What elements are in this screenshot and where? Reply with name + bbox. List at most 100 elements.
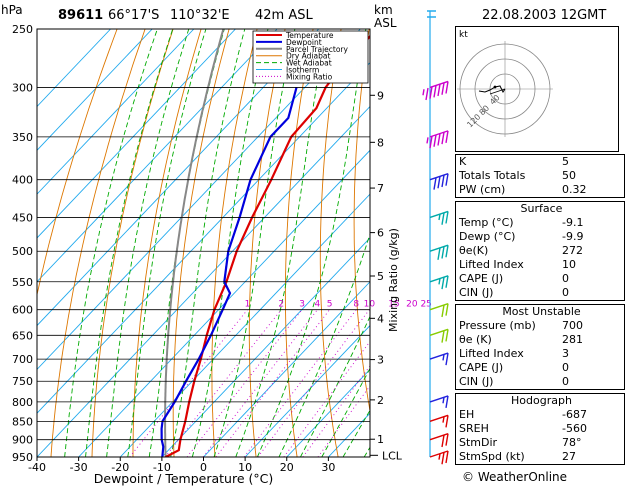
dry-adiabat-line (248, 29, 286, 457)
height-tick-label: 5 (377, 270, 384, 283)
surface-label: Temp (°C) (459, 216, 514, 229)
most-unstable-label: Lifted Index (459, 347, 524, 360)
pressure-tick-label: 300 (12, 81, 33, 94)
isotherm-line (37, 29, 320, 327)
legend-label: Dewpoint (286, 38, 322, 47)
most-unstable-row: Pressure (mb) 700 (456, 319, 625, 333)
hodograph-value: 78° (562, 436, 582, 449)
surface-value: -9.1 (562, 216, 584, 229)
wind-barb-feather (437, 176, 441, 189)
wind-barb-staff (429, 303, 449, 311)
wind-barb-staff (429, 328, 449, 337)
mixing-ratio-label: 8 (353, 300, 359, 310)
legend-label: Mixing Ratio (286, 72, 333, 81)
pressure-tick-label: 800 (12, 396, 33, 409)
most-unstable-value: 3 (562, 347, 569, 360)
wet-adiabat-line (64, 29, 158, 457)
hodograph-value: -560 (562, 422, 587, 435)
most-unstable-value: 0 (562, 375, 569, 388)
pressure-tick-label: 500 (12, 245, 33, 258)
hodograph-point (493, 85, 497, 89)
surface-label: Lifted Index (459, 258, 524, 271)
wind-barb-feather (438, 213, 441, 221)
x-tick-label: -40 (28, 461, 46, 474)
wind-barb-feather (445, 352, 449, 366)
mixing-ratio-label: 15 (388, 300, 399, 310)
indices-panel: K 5 Totals Totals 50 PW (cm) 0.32 Surface Tem… (455, 154, 625, 465)
pressure-tick-label: 250 (12, 23, 33, 36)
wind-barb-feather (445, 450, 449, 464)
most-unstable-value: 281 (562, 333, 583, 346)
index-label: Totals Totals (459, 169, 526, 182)
hodograph-title: Hodograph (511, 394, 572, 407)
wind-barb-feather (429, 135, 433, 149)
index-value: 0.32 (562, 183, 587, 196)
x-tick-label: -20 (111, 461, 129, 474)
wind-barb-feather (441, 174, 445, 188)
wind-barb-feather (433, 134, 437, 147)
wind-barb-feather (445, 173, 449, 186)
station-lon: 110°32'E (170, 8, 230, 23)
height-tick-label: 1 (377, 433, 384, 446)
wind-barb-feather (441, 246, 445, 259)
height-tick-label: 9 (377, 89, 384, 102)
legend-label: Dry Adiabat (286, 52, 330, 61)
most-unstable-label: Pressure (mb) (459, 319, 536, 332)
wind-barb-staff (429, 173, 449, 181)
km-label: km (374, 3, 393, 17)
pressure-tick-label: 850 (12, 415, 33, 428)
wind-barb-feather (426, 137, 429, 144)
wet-adiabat-line (342, 409, 370, 457)
wind-barb (429, 303, 449, 318)
hodograph-row: StmDir 78° (456, 436, 625, 450)
height-tick-label: 8 (377, 136, 384, 149)
pressure-tick-label: 750 (12, 375, 33, 388)
hodograph-storm-vector (489, 88, 506, 95)
isotherm-line (244, 324, 370, 457)
wind-barb-feather (445, 395, 449, 409)
lcl-label: LCL (382, 449, 403, 462)
index-row: PW (cm) 0.32 (456, 183, 625, 198)
hodograph-label: EH (459, 408, 475, 421)
hodograph-row: SREH -560 (456, 422, 625, 436)
surface-value: 10 (562, 258, 576, 271)
pressure-tick-label: 450 (12, 211, 33, 224)
most-unstable-row: CAPE (J) 0 (456, 361, 625, 375)
isotherm-line (37, 29, 236, 239)
wet-adiabat-line (85, 29, 174, 457)
station-elevation: 42m ASL (255, 8, 313, 23)
pressure-tick-label: 400 (12, 174, 33, 187)
isotherm-line (37, 29, 153, 151)
surface-value: 0 (562, 272, 569, 285)
mixing-ratio-axis-title: Mixing Ratio (g/kg) (387, 228, 400, 332)
wind-barb-feather (441, 132, 445, 145)
wind-barb-feather (441, 82, 445, 95)
most-unstable-label: CIN (J) (459, 375, 494, 388)
wind-barb (429, 450, 449, 465)
wind-barb-staff (429, 414, 449, 423)
datetime-label: 22.08.2003 12GMT (482, 8, 607, 23)
wet-adiabat-line (213, 29, 296, 457)
wet-adiabat-line (300, 315, 370, 457)
wind-barb-staff (429, 80, 449, 89)
wind-barb-feather (429, 86, 433, 99)
wind-barb-feather (445, 245, 449, 258)
wind-barb-feather (445, 211, 449, 224)
surface-row: CIN (J) 0 (456, 286, 625, 301)
most-unstable-value: 700 (562, 319, 583, 332)
wind-barb (426, 130, 449, 149)
mixing-ratio-label: 20 (406, 300, 418, 310)
most-unstable-title: Most Unstable (502, 305, 581, 318)
surface-label: CIN (J) (459, 286, 494, 299)
most-unstable-table: Most Unstable Pressure (mb) 700 θe (K) 281 L… (455, 304, 625, 390)
legend-label: Isotherm (286, 66, 319, 75)
wind-barb-feather (442, 354, 445, 361)
height-tick-label: 3 (377, 354, 384, 367)
wind-barb-feather (437, 247, 441, 260)
wind-barb-feather (441, 330, 445, 343)
dry-adiabat-line (211, 29, 258, 457)
hodograph-label: StmSpd (kt) (459, 450, 525, 463)
hodograph-row: StmSpd (kt) 27 (456, 450, 625, 465)
